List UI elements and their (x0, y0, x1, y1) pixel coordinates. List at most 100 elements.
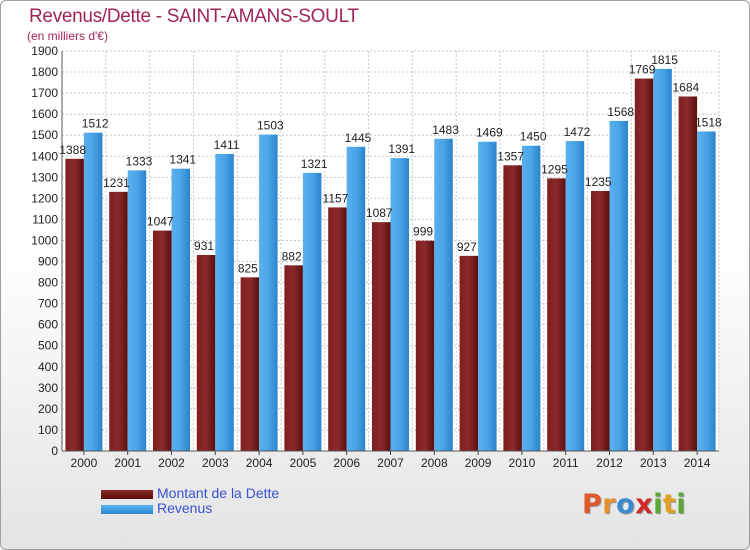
y-tick-label: 1700 (31, 86, 58, 100)
bar-dette (459, 255, 479, 451)
data-label: 1391 (388, 142, 415, 156)
logo-letter: x (635, 489, 654, 520)
data-label: 1231 (103, 176, 130, 190)
y-tick-label: 200 (38, 402, 58, 416)
y-tick-label: 1500 (31, 128, 58, 142)
data-label: 1815 (651, 53, 678, 67)
legend-swatch-dette (101, 490, 153, 499)
x-tick-label: 2005 (290, 456, 317, 470)
bar-revenus (434, 138, 453, 451)
bar-revenus (390, 158, 409, 451)
bars (65, 68, 716, 452)
data-label: 1684 (672, 80, 699, 94)
bar-dette (678, 96, 698, 451)
x-tick-label: 2004 (246, 456, 273, 470)
bar-revenus (653, 68, 672, 451)
bar-dette (328, 207, 347, 451)
x-tick-label: 2006 (333, 456, 360, 470)
data-label: 1518 (695, 115, 722, 129)
bar-revenus (215, 153, 234, 451)
data-label: 1295 (541, 162, 568, 176)
bar-revenus (346, 146, 366, 451)
y-tick-label: 1200 (31, 191, 58, 205)
bar-dette (109, 191, 128, 451)
x-tick-label: 2010 (509, 456, 536, 470)
x-tick-label: 2003 (202, 456, 229, 470)
bar-revenus (171, 168, 190, 451)
logo-letter: r (602, 489, 617, 520)
logo-letter: i (676, 489, 687, 520)
data-label: 1450 (520, 130, 547, 144)
data-label: 1411 (214, 138, 240, 152)
bar-revenus (609, 120, 628, 451)
y-tick-label: 1600 (31, 107, 58, 121)
data-label: 1503 (257, 119, 284, 133)
x-tick-label: 2009 (465, 456, 492, 470)
data-label: 1388 (59, 143, 86, 157)
bar-revenus (83, 132, 103, 451)
bar-dette (372, 222, 391, 451)
y-tick-label: 1900 (31, 44, 58, 58)
data-label: 1472 (564, 125, 591, 139)
data-label: 1047 (147, 215, 174, 229)
bar-dette (415, 240, 435, 451)
y-tick-label: 800 (38, 276, 58, 290)
logo-letter: i (653, 489, 663, 520)
data-label: 1568 (607, 105, 634, 119)
y-tick-label: 1800 (31, 65, 58, 79)
y-tick-label: 1300 (31, 170, 58, 184)
y-tick-label: 300 (38, 381, 58, 395)
data-label: 1157 (323, 191, 349, 205)
y-tick-label: 600 (38, 318, 58, 332)
x-tick-label: 2001 (114, 456, 141, 470)
data-label: 882 (282, 249, 302, 263)
data-label: 1469 (476, 126, 503, 140)
bar-dette (196, 255, 216, 451)
y-tick-label: 100 (38, 423, 58, 437)
bar-dette (284, 265, 303, 451)
y-tick-label: 500 (38, 339, 58, 353)
y-tick-label: 900 (38, 255, 58, 269)
data-label: 1087 (366, 206, 393, 220)
data-label: 1341 (169, 153, 196, 167)
bar-revenus (127, 170, 147, 452)
bar-revenus (565, 141, 585, 451)
data-label: 1235 (585, 175, 612, 189)
x-tick-label: 2014 (684, 456, 711, 470)
y-tick-label: 0 (51, 444, 58, 458)
x-tick-label: 2012 (596, 456, 623, 470)
y-tick-label: 400 (38, 360, 58, 374)
y-tick-label: 1000 (31, 233, 58, 247)
bar-dette (547, 178, 566, 452)
x-tick-label: 2000 (71, 456, 98, 470)
data-labels: 1388 1512 1231 1333 1047 1341 931 1411 825 1503 88… (59, 53, 722, 275)
bar-revenus (697, 131, 716, 451)
y-tick-label: 700 (38, 297, 58, 311)
logo-letter: P (582, 489, 603, 520)
data-label: 931 (194, 239, 214, 253)
proxiti-logo: Proxiti (582, 489, 686, 520)
data-label: 1445 (345, 131, 372, 145)
bar-revenus (478, 141, 497, 451)
x-tick-label: 2013 (640, 456, 667, 470)
x-tick-label: 2007 (377, 456, 404, 470)
bar-dette (65, 158, 84, 451)
data-label: 1333 (126, 154, 153, 168)
legend-swatch-revenus (101, 505, 153, 514)
bar-revenus (302, 172, 322, 452)
data-label: 1321 (301, 157, 328, 171)
data-label: 1483 (432, 123, 459, 137)
y-tick-label: 1100 (32, 212, 58, 226)
data-label: 825 (238, 261, 258, 275)
legend-label-revenus: Revenus (157, 500, 213, 516)
legend-label-dette: Montant de la Dette (157, 485, 280, 501)
bar-dette (153, 230, 172, 451)
x-tick-label: 2011 (553, 456, 579, 470)
bar-dette (591, 191, 610, 451)
data-label: 927 (457, 240, 477, 254)
x-tick-label: 2008 (421, 456, 448, 470)
chart-subtitle: (en milliers d'€) (27, 29, 108, 43)
bar-dette (240, 277, 260, 451)
chart-title: Revenus/Dette - SAINT-AMANS-SOULT (29, 6, 359, 27)
